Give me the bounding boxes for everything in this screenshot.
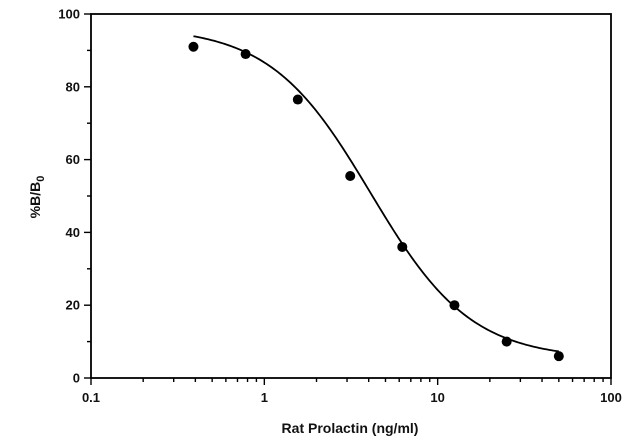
y-axis-title-subscript: 0	[35, 176, 47, 182]
y-axis-title-main: %B/B	[27, 182, 43, 219]
y-tick-label: 40	[66, 225, 80, 240]
plot-frame	[90, 13, 612, 379]
y-tick-label: 100	[58, 7, 80, 22]
data-point	[449, 300, 460, 311]
x-tick-label: 10	[430, 390, 444, 405]
fit-curve-group	[193, 35, 559, 353]
y-tick-label: 80	[66, 79, 80, 94]
ticks: 0.1 1 10 100 0 20 40 60 80 100	[58, 7, 622, 406]
x-axis-title: Rat Prolactin (ng/ml)	[282, 420, 419, 436]
data-points	[188, 41, 564, 362]
y-tick-label: 0	[73, 371, 80, 386]
y-axis-title: %B/B0	[27, 176, 47, 219]
data-point	[397, 241, 408, 252]
data-point	[292, 94, 303, 105]
data-point	[240, 49, 251, 60]
x-tick-label: 0.1	[82, 390, 100, 405]
data-point	[345, 170, 356, 181]
axes	[90, 13, 612, 379]
data-point	[501, 336, 512, 347]
data-point	[188, 41, 199, 52]
x-tick-label: 1	[261, 390, 268, 405]
y-tick-label: 20	[66, 298, 80, 313]
fit-curve	[193, 35, 559, 353]
y-tick-label: 60	[66, 152, 80, 167]
data-point	[553, 351, 564, 362]
x-tick-label: 100	[600, 390, 622, 405]
